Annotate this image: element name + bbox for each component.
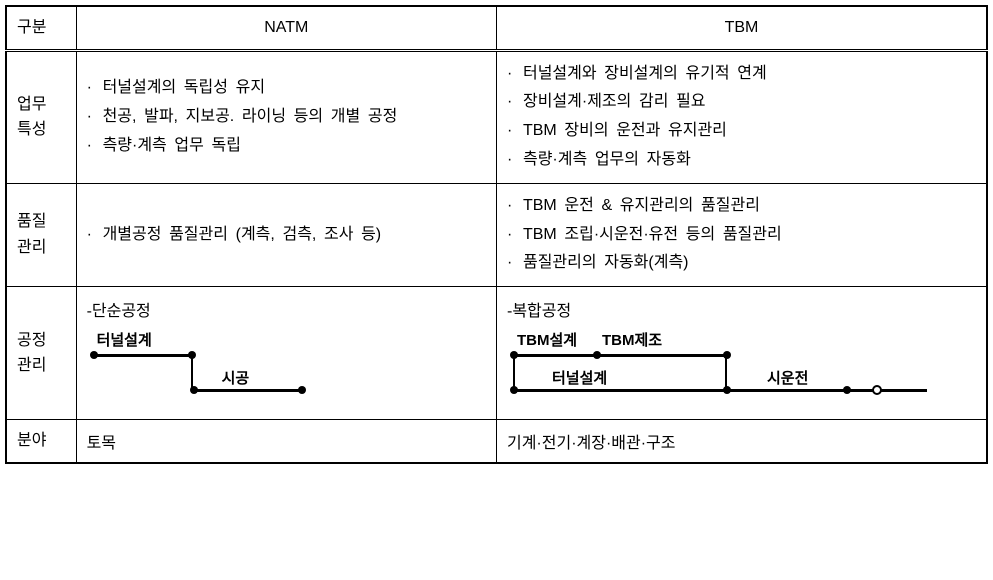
tbm-quality-bullets: ·TBM 운전 & 유지관리의 품질관리 ·TBM 조립·시운전·유전 등의 품… (507, 192, 976, 278)
tbm-diag-label-design: TBM설계 (517, 329, 577, 350)
header-natm: NATM (76, 6, 496, 50)
natm-process: -단순공정 터널설계 시공 (76, 287, 496, 420)
natm-quality: ·개별공정 품질관리 (계측, 검측, 조사 등) (76, 183, 496, 286)
tbm-diag-label-tunnel: 터널설계 (552, 367, 607, 388)
tbm-quality: ·TBM 운전 & 유지관리의 품질관리 ·TBM 조립·시운전·유전 등의 품… (496, 183, 987, 286)
header-category: 구분 (6, 6, 76, 50)
header-tbm: TBM (496, 6, 987, 50)
tbm-diag-label-trial: 시운전 (767, 367, 808, 388)
row-field: 분야 토목 기계·전기·계장·배관·구조 (6, 420, 987, 463)
comparison-table: 구분 NATM TBM 업무 특성 ·터널설계의 독립성 유지 ·천공, 발파,… (5, 5, 988, 464)
row-quality: 품질 관리 ·개별공정 품질관리 (계측, 검측, 조사 등) ·TBM 운전 … (6, 183, 987, 286)
label-quality: 품질 관리 (6, 183, 76, 286)
row-work-characteristics: 업무 특성 ·터널설계의 독립성 유지 ·천공, 발파, 지보공. 라이닝 등의… (6, 50, 987, 183)
natm-diagram: 터널설계 시공 (87, 329, 486, 409)
natm-work-bullets: ·터널설계의 독립성 유지 ·천공, 발파, 지보공. 라이닝 등의 개별 공정… (87, 74, 486, 160)
natm-diag-label-tunnel: 터널설계 (97, 329, 152, 350)
label-process: 공정 관리 (6, 287, 76, 420)
natm-work: ·터널설계의 독립성 유지 ·천공, 발파, 지보공. 라이닝 등의 개별 공정… (76, 50, 496, 183)
tbm-work: ·터널설계와 장비설계의 유기적 연계 ·장비설계·제조의 감리 필요 ·TBM… (496, 50, 987, 183)
tbm-field: 기계·전기·계장·배관·구조 (496, 420, 987, 463)
label-work: 업무 특성 (6, 50, 76, 183)
tbm-process: -복합공정 TBM설계 TBM제조 터널설계 시운전 (496, 287, 987, 420)
tbm-work-bullets: ·터널설계와 장비설계의 유기적 연계 ·장비설계·제조의 감리 필요 ·TBM… (507, 60, 976, 175)
tbm-diag-label-manufacture: TBM제조 (602, 329, 662, 350)
label-field: 분야 (6, 420, 76, 463)
natm-quality-bullets: ·개별공정 품질관리 (계측, 검측, 조사 등) (87, 221, 486, 250)
tbm-process-title: -복합공정 (507, 297, 976, 321)
natm-diag-label-construct: 시공 (222, 367, 250, 388)
tbm-diagram: TBM설계 TBM제조 터널설계 시운전 (507, 329, 976, 409)
natm-field: 토목 (76, 420, 496, 463)
natm-process-title: -단순공정 (87, 297, 486, 321)
header-row: 구분 NATM TBM (6, 6, 987, 50)
row-process: 공정 관리 -단순공정 터널설계 시공 -복합공정 TBM (6, 287, 987, 420)
